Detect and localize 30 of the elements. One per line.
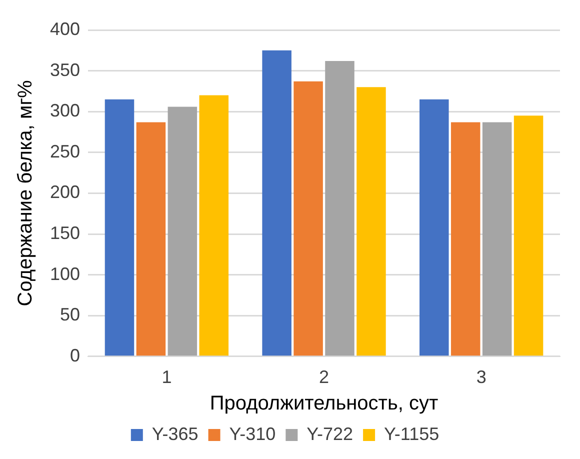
y-tick-label: 400	[50, 18, 80, 39]
bar	[136, 122, 166, 356]
x-axis-title: Продолжительность, сут	[210, 392, 438, 415]
y-tick-label: 150	[50, 222, 80, 243]
x-tick-label: 2	[319, 367, 330, 388]
bar	[168, 106, 198, 356]
y-tick-label: 50	[60, 304, 80, 325]
legend-label: Y-310	[229, 424, 276, 444]
bar	[325, 61, 354, 356]
bar	[294, 81, 323, 356]
y-axis-title: Содержание белка, мг%	[14, 80, 37, 306]
legend-label: Y-365	[152, 424, 198, 444]
y-tick-label: 100	[50, 264, 80, 284]
bar	[104, 99, 134, 356]
bar	[420, 99, 449, 356]
y-tick-label: 200	[50, 182, 80, 202]
legend-label: Y-1155	[384, 424, 440, 444]
bar	[199, 95, 229, 356]
legend-label: Y-722	[306, 424, 354, 444]
y-tick-label: 250	[50, 141, 80, 162]
bar	[262, 50, 292, 356]
bar	[450, 122, 480, 356]
x-tick-label: 3	[476, 367, 486, 388]
bar	[356, 87, 386, 356]
y-tick-label: 0	[70, 345, 80, 366]
bar	[482, 122, 512, 356]
x-tick-label: 1	[162, 367, 172, 388]
y-tick-label: 350	[50, 60, 80, 80]
y-tick-label: 300	[50, 100, 80, 121]
bar	[514, 116, 544, 356]
